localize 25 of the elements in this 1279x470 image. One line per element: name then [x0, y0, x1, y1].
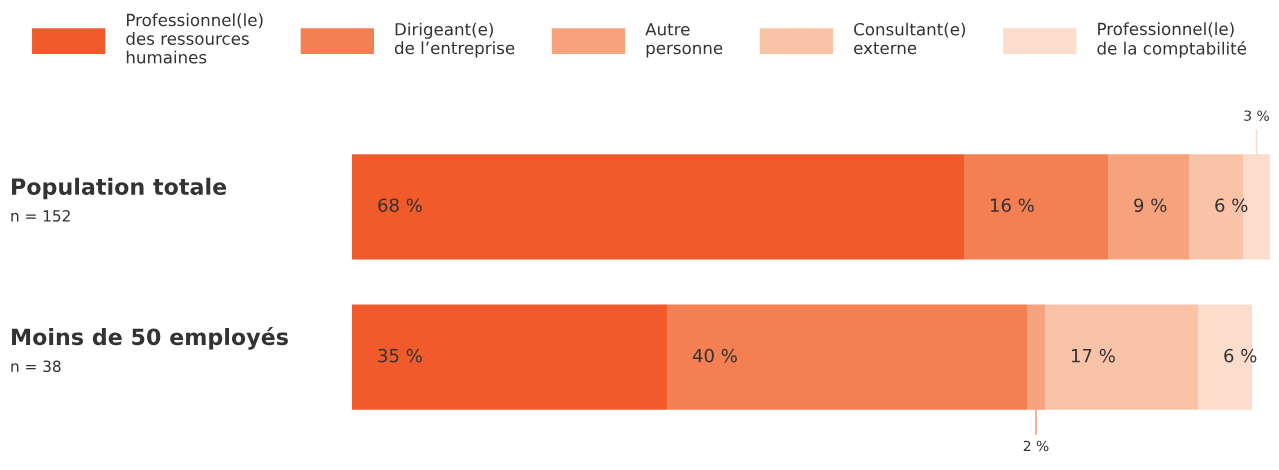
data-label: 2 %	[1023, 440, 1049, 452]
legend-label: Professionnel(le) des ressources humaines	[126, 13, 263, 64]
data-label: 9 %	[1134, 198, 1167, 213]
bar	[352, 304, 667, 410]
data-label: 16 %	[990, 198, 1034, 213]
legend-label: Autre personne	[645, 23, 723, 58]
text: n = 38	[11, 360, 61, 373]
data-label: 17 %	[1071, 348, 1115, 363]
legend-label: Professionnel(le) de la comptabilité	[1097, 22, 1247, 58]
bar	[1108, 154, 1189, 260]
y-tick-label: Population totale	[12, 177, 227, 200]
bar	[964, 154, 1108, 260]
bar	[1045, 304, 1198, 410]
data-label: 35 %	[378, 348, 422, 363]
data-label: 40 %	[692, 348, 737, 363]
y-tick-label: Moins de 50 employés	[12, 327, 288, 350]
data-label: 3 %	[1244, 110, 1269, 121]
text: n = 152	[11, 210, 70, 222]
legend-label: Consultant(e) externe	[854, 22, 966, 55]
bar	[667, 304, 1027, 410]
legend-label: Dirigeant(e) de l’entreprise	[394, 22, 515, 58]
data-label: 68 %	[378, 198, 422, 213]
data-label: 6 %	[1224, 348, 1257, 363]
bar	[352, 154, 964, 260]
data-label: 6 %	[1215, 198, 1248, 213]
